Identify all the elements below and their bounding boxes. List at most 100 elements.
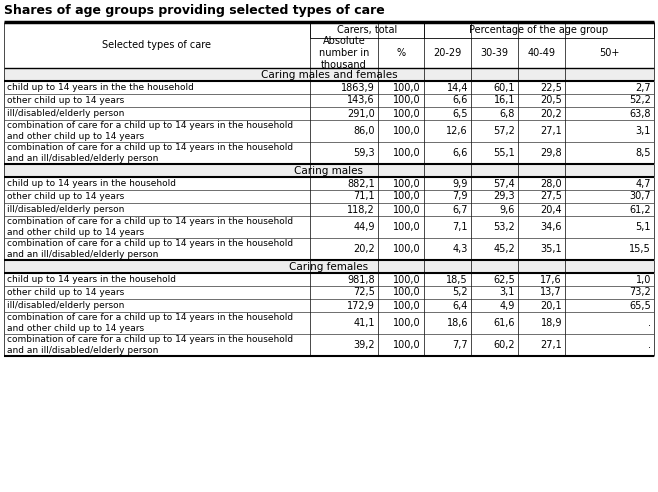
Text: combination of care for a child up to 14 years in the household
and other child : combination of care for a child up to 14… [7,217,293,237]
Text: 100,0: 100,0 [393,191,421,202]
Text: 8,5: 8,5 [636,148,651,158]
Text: 3,1: 3,1 [636,126,651,136]
Text: 7,1: 7,1 [453,222,468,232]
Text: other child up to 14 years: other child up to 14 years [7,288,124,297]
Bar [4,164,654,177]
Text: 30,7: 30,7 [629,191,651,202]
Text: 118,2: 118,2 [347,205,375,215]
Text: child up to 14 years in the the household: child up to 14 years in the the househol… [7,83,194,92]
Text: Carers, total: Carers, total [337,25,397,35]
Text: 45,2: 45,2 [494,244,515,254]
Bar [4,260,654,273]
Text: 18,9: 18,9 [540,318,562,328]
Text: 7,7: 7,7 [453,340,468,350]
Text: 27,1: 27,1 [540,340,562,350]
Text: combination of care for a child up to 14 years in the household
and other child : combination of care for a child up to 14… [7,122,293,141]
Text: 20,2: 20,2 [540,109,562,119]
Bar [4,68,654,81]
Text: 65,5: 65,5 [629,301,651,310]
Text: 3,1: 3,1 [499,287,515,298]
Text: ill/disabled/elderly person: ill/disabled/elderly person [7,205,124,214]
Text: child up to 14 years in the household: child up to 14 years in the household [7,179,176,188]
Text: combination of care for a child up to 14 years in the household
and other child : combination of care for a child up to 14… [7,313,293,333]
Text: Selected types of care: Selected types of care [103,40,211,50]
Text: 53,2: 53,2 [494,222,515,232]
Text: 6,7: 6,7 [453,205,468,215]
Text: 71,1: 71,1 [353,191,375,202]
Text: 100,0: 100,0 [393,222,421,232]
Text: 62,5: 62,5 [494,275,515,284]
Text: 6,6: 6,6 [453,95,468,105]
Text: 20,1: 20,1 [540,301,562,310]
Text: 100,0: 100,0 [393,95,421,105]
Text: other child up to 14 years: other child up to 14 years [7,96,124,105]
Text: 60,2: 60,2 [494,340,515,350]
Text: 20,5: 20,5 [540,95,562,105]
Text: 52,2: 52,2 [629,95,651,105]
Text: 18,6: 18,6 [447,318,468,328]
Text: 61,2: 61,2 [629,205,651,215]
Text: 291,0: 291,0 [347,109,375,119]
Text: Absolute
number in
thousand: Absolute number in thousand [319,36,369,69]
Text: 7,9: 7,9 [453,191,468,202]
Text: 44,9: 44,9 [353,222,375,232]
Text: .: . [648,340,651,350]
Text: 41,1: 41,1 [353,318,375,328]
Text: 15,5: 15,5 [629,244,651,254]
Text: 100,0: 100,0 [393,287,421,298]
Text: 100,0: 100,0 [393,148,421,158]
Text: 100,0: 100,0 [393,340,421,350]
Text: 100,0: 100,0 [393,83,421,92]
Text: 39,2: 39,2 [353,340,375,350]
Text: 14,4: 14,4 [447,83,468,92]
Text: 100,0: 100,0 [393,109,421,119]
Text: 73,2: 73,2 [629,287,651,298]
Text: 29,3: 29,3 [494,191,515,202]
Text: 5,2: 5,2 [453,287,468,298]
Text: ill/disabled/elderly person: ill/disabled/elderly person [7,301,124,310]
Text: 1,0: 1,0 [636,275,651,284]
Text: 100,0: 100,0 [393,179,421,188]
Text: 4,7: 4,7 [636,179,651,188]
Text: ill/disabled/elderly person: ill/disabled/elderly person [7,109,124,118]
Text: 22,5: 22,5 [540,83,562,92]
Text: Percentage of the age group: Percentage of the age group [469,25,609,35]
Text: 9,6: 9,6 [499,205,515,215]
Text: 5,1: 5,1 [636,222,651,232]
Text: 17,6: 17,6 [540,275,562,284]
Text: %: % [396,48,405,58]
Text: 16,1: 16,1 [494,95,515,105]
Text: 981,8: 981,8 [347,275,375,284]
Text: 63,8: 63,8 [630,109,651,119]
Text: other child up to 14 years: other child up to 14 years [7,192,124,201]
Text: 6,6: 6,6 [453,148,468,158]
Text: combination of care for a child up to 14 years in the household
and an ill/disab: combination of care for a child up to 14… [7,239,293,259]
Text: 100,0: 100,0 [393,126,421,136]
Text: 20-29: 20-29 [434,48,462,58]
Text: 20,4: 20,4 [540,205,562,215]
Text: 100,0: 100,0 [393,301,421,310]
Text: 50+: 50+ [599,48,620,58]
Text: combination of care for a child up to 14 years in the household
and an ill/disab: combination of care for a child up to 14… [7,336,293,355]
Text: 30-39: 30-39 [480,48,509,58]
Text: 34,6: 34,6 [540,222,562,232]
Text: 59,3: 59,3 [353,148,375,158]
Text: 55,1: 55,1 [494,148,515,158]
Text: Shares of age groups providing selected types of care: Shares of age groups providing selected … [4,4,385,17]
Text: 4,3: 4,3 [453,244,468,254]
Text: Caring males: Caring males [295,165,363,176]
Text: 143,6: 143,6 [347,95,375,105]
Text: 12,6: 12,6 [446,126,468,136]
Text: 28,0: 28,0 [540,179,562,188]
Text: 60,1: 60,1 [494,83,515,92]
Text: 100,0: 100,0 [393,244,421,254]
Text: 72,5: 72,5 [353,287,375,298]
Text: 882,1: 882,1 [347,179,375,188]
Text: 27,1: 27,1 [540,126,562,136]
Text: .: . [648,318,651,328]
Text: 100,0: 100,0 [393,275,421,284]
Text: 2,7: 2,7 [636,83,651,92]
Text: 6,4: 6,4 [453,301,468,310]
Text: 100,0: 100,0 [393,205,421,215]
Text: 86,0: 86,0 [353,126,375,136]
